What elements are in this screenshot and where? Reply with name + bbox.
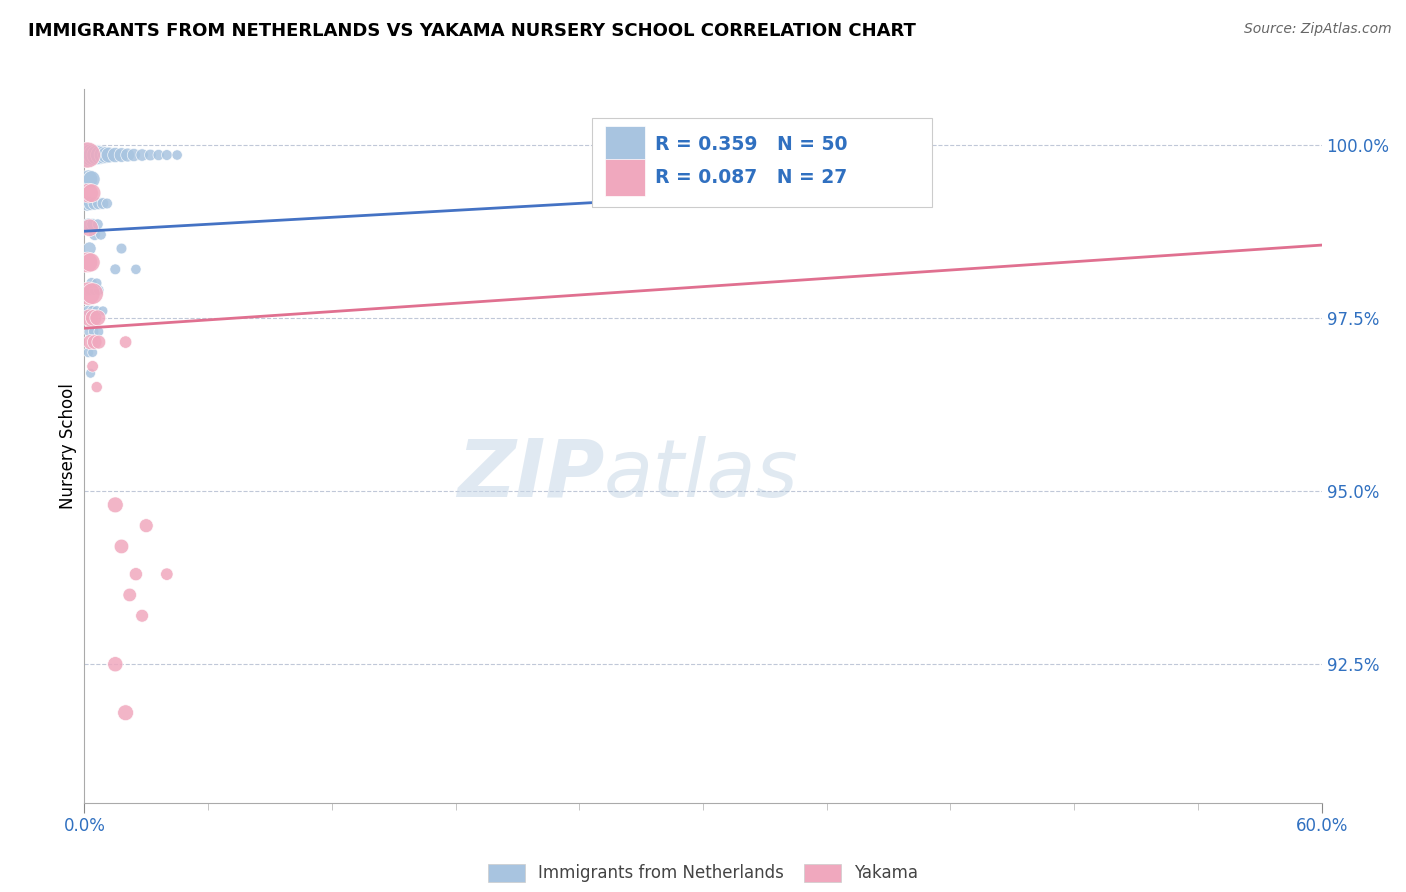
Point	[87, 196, 110, 211]
Point	[89, 148, 111, 162]
Point	[76, 148, 98, 162]
Point	[83, 283, 105, 297]
Point	[86, 276, 108, 290]
Point	[79, 310, 101, 325]
Point	[77, 172, 100, 186]
Point	[82, 345, 104, 359]
Text: atlas: atlas	[605, 435, 799, 514]
Y-axis label: Nursery School: Nursery School	[59, 383, 77, 509]
Point	[79, 283, 101, 297]
Point	[117, 148, 139, 162]
FancyBboxPatch shape	[592, 118, 932, 207]
Point	[110, 148, 132, 162]
Point	[86, 148, 108, 162]
Point	[87, 325, 110, 339]
Point	[79, 220, 101, 235]
Point	[76, 283, 98, 297]
FancyBboxPatch shape	[605, 159, 645, 196]
Point	[76, 196, 98, 211]
Point	[79, 196, 101, 211]
Point	[131, 608, 153, 623]
Point	[77, 304, 100, 318]
Point	[87, 334, 110, 349]
FancyBboxPatch shape	[605, 127, 645, 163]
Point	[87, 310, 110, 325]
Point	[98, 148, 121, 162]
Point	[110, 242, 132, 256]
Point	[125, 567, 148, 582]
Text: Source: ZipAtlas.com: Source: ZipAtlas.com	[1244, 22, 1392, 37]
Point	[110, 540, 132, 554]
Point	[80, 186, 103, 201]
Point	[94, 148, 117, 162]
Point	[79, 366, 101, 380]
Point	[156, 148, 179, 162]
Point	[87, 283, 110, 297]
Point	[82, 217, 104, 231]
Point	[79, 242, 101, 256]
Point	[122, 148, 145, 162]
Point	[148, 148, 170, 162]
Point	[91, 304, 114, 318]
Point	[156, 567, 179, 582]
Point	[77, 345, 100, 359]
Point	[82, 359, 104, 374]
Point	[79, 148, 101, 162]
Text: IMMIGRANTS FROM NETHERLANDS VS YAKAMA NURSERY SCHOOL CORRELATION CHART: IMMIGRANTS FROM NETHERLANDS VS YAKAMA NU…	[28, 22, 915, 40]
Point	[79, 325, 101, 339]
Point	[131, 148, 153, 162]
Legend: Immigrants from Netherlands, Yakama: Immigrants from Netherlands, Yakama	[479, 855, 927, 891]
Point	[96, 196, 118, 211]
Point	[837, 148, 859, 162]
Point	[135, 518, 157, 533]
Point	[82, 304, 104, 318]
Point	[86, 304, 108, 318]
Point	[82, 286, 104, 301]
Point	[166, 148, 188, 162]
Point	[91, 196, 114, 211]
Point	[91, 148, 114, 162]
Point	[139, 148, 162, 162]
Point	[76, 255, 98, 269]
Text: ZIP: ZIP	[457, 435, 605, 514]
Point	[125, 262, 148, 277]
Point	[79, 255, 101, 269]
Point	[83, 325, 105, 339]
Point	[83, 310, 105, 325]
Point	[83, 227, 105, 242]
Point	[83, 148, 105, 162]
Point	[77, 186, 100, 201]
Point	[104, 262, 127, 277]
Point	[83, 196, 105, 211]
Point	[77, 286, 100, 301]
Point	[86, 380, 108, 394]
Point	[77, 217, 100, 231]
Point	[87, 217, 110, 231]
Point	[80, 172, 103, 186]
Point	[80, 276, 103, 290]
Point	[83, 334, 105, 349]
Point	[114, 706, 136, 720]
Point	[90, 227, 112, 242]
Text: R = 0.087   N = 27: R = 0.087 N = 27	[655, 169, 846, 187]
Point	[118, 588, 141, 602]
Point	[104, 657, 127, 672]
Point	[76, 148, 98, 162]
Point	[114, 334, 136, 349]
Point	[104, 498, 127, 512]
Text: R = 0.359   N = 50: R = 0.359 N = 50	[655, 136, 848, 154]
Point	[104, 148, 127, 162]
Point	[79, 334, 101, 349]
